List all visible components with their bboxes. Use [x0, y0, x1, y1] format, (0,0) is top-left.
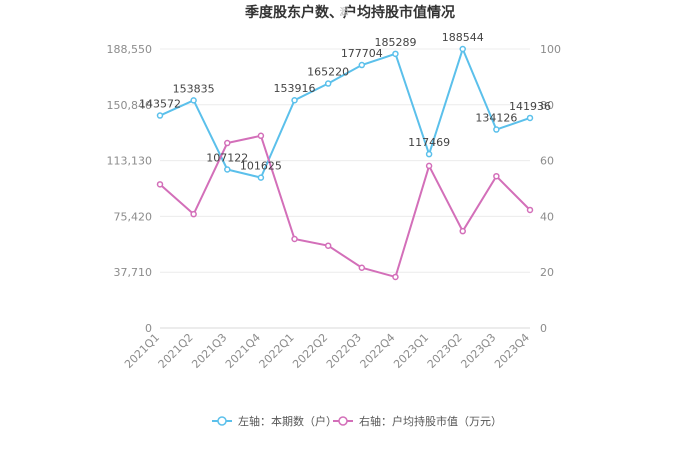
x-tick-label: 2023Q2 — [425, 331, 465, 371]
data-label: 153835 — [173, 82, 215, 95]
series-layer — [156, 45, 534, 281]
x-tick-label: 2023Q1 — [391, 331, 431, 371]
data-label: 143572 — [139, 98, 181, 111]
legend-label: 右轴：户均持股市值（万元） — [359, 414, 502, 428]
data-label: 107122 — [206, 151, 248, 164]
left-tick-label: 188,550 — [107, 43, 153, 56]
x-tick-label: 2022Q3 — [324, 331, 364, 371]
right-tick-label: 100 — [540, 43, 561, 56]
data-point — [190, 97, 197, 104]
data-label: 165220 — [307, 66, 349, 79]
legend[interactable]: 左轴：本期数（户） 右轴：户均持股市值（万元） — [212, 414, 502, 428]
data-point — [190, 210, 197, 218]
data-label: 185289 — [374, 36, 416, 49]
data-point — [358, 61, 366, 69]
x-tick-label: 2023Q3 — [458, 331, 498, 371]
data-label: 117469 — [408, 136, 450, 149]
legend-swatch-marker — [217, 416, 227, 426]
data-label: 134126 — [475, 112, 517, 125]
data-label: 141936 — [509, 100, 551, 113]
x-tick-label: 2021Q1 — [122, 331, 162, 371]
data-point — [459, 227, 466, 235]
grid-layer — [160, 48, 530, 329]
data-point — [493, 126, 500, 133]
left-tick-label: 150,840 — [107, 99, 153, 112]
x-tick-label: 2022Q1 — [257, 331, 297, 371]
left-tick-label: 0 — [145, 322, 152, 335]
data-point — [324, 80, 332, 87]
data-point — [459, 45, 466, 53]
legend-item-2[interactable]: 右轴：户均持股市值（万元） — [333, 414, 502, 428]
data-label: 153916 — [274, 82, 316, 95]
data-point — [493, 172, 500, 180]
data-point — [526, 206, 534, 214]
data-label: 101625 — [240, 160, 282, 173]
data-point — [291, 235, 298, 243]
legend-label: 左轴：本期数（户） — [238, 414, 337, 428]
x-tick-label: 2022Q4 — [358, 331, 398, 371]
data-point — [358, 264, 366, 271]
series-line-1 — [159, 46, 531, 179]
data-point — [425, 150, 433, 158]
x-tick-label: 2022Q2 — [290, 331, 330, 371]
data-point — [257, 132, 265, 140]
data-point — [425, 162, 433, 170]
data-point — [526, 114, 534, 122]
data-point — [324, 242, 332, 249]
data-point — [156, 181, 164, 188]
data-point — [257, 174, 265, 181]
data-point — [392, 273, 399, 281]
x-tick-label: 2023Q4 — [492, 331, 532, 371]
chart-title: 季度股东户数、户均持股市值情况 — [244, 4, 455, 21]
data-label: 177704 — [341, 47, 383, 60]
legend-swatch-marker — [338, 416, 348, 426]
data-point — [224, 166, 231, 173]
legend-item-1[interactable]: 左轴：本期数（户） — [212, 414, 337, 428]
right-tick-label: 40 — [540, 210, 554, 223]
right-tick-label: 80 — [540, 99, 554, 112]
series-line-2 — [159, 134, 531, 279]
data-point — [156, 112, 164, 119]
data-label: 188544 — [442, 31, 484, 44]
watermark: 源 — [339, 7, 348, 18]
x-tick-label: 2021Q2 — [156, 331, 196, 371]
x-tick-label: 2021Q4 — [223, 331, 263, 371]
left-tick-label: 75,420 — [114, 210, 153, 223]
right-tick-label: 0 — [540, 322, 547, 335]
data-point — [392, 50, 399, 58]
left-tick-label: 37,710 — [114, 266, 153, 279]
left-tick-label: 113,130 — [107, 155, 153, 168]
data-point — [291, 96, 298, 104]
data-point — [224, 139, 231, 147]
right-tick-label: 60 — [540, 155, 554, 168]
right-tick-label: 20 — [540, 266, 554, 279]
x-tick-label: 2021Q3 — [189, 331, 229, 371]
